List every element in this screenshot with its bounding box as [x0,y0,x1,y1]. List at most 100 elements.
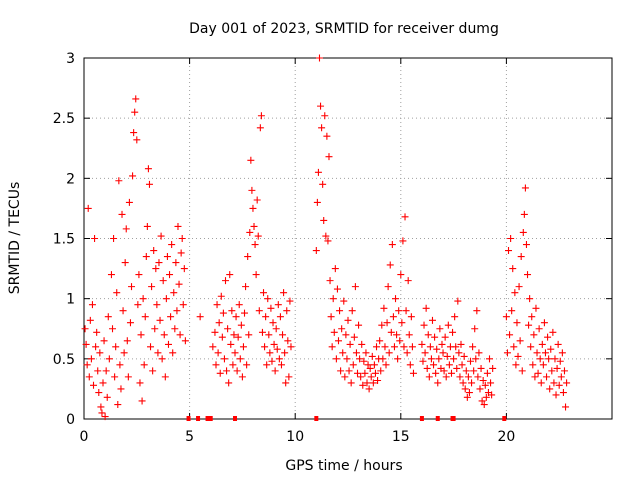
data-point [317,102,325,110]
zero-marker [208,416,213,421]
data-point [389,313,397,321]
data-point [81,325,89,333]
data-point [436,325,444,333]
data-point [156,316,164,324]
data-point [481,381,489,389]
data-point [554,340,562,348]
data-point [377,367,385,375]
data-point [225,379,233,387]
data-point [139,295,147,303]
zero-marker [451,416,456,421]
data-point [218,333,226,341]
data-point [111,373,119,381]
data-point [247,156,255,164]
data-point [196,313,204,321]
data-point [252,271,260,279]
data-point [536,355,544,363]
data-point [138,397,146,405]
data-point [334,337,342,345]
data-point [489,364,497,372]
data-point [263,361,271,369]
data-point [181,337,189,345]
data-point [83,361,91,369]
y-tick-label: 1 [66,292,75,308]
data-point [241,309,249,317]
zero-marker [196,416,201,421]
data-point [158,355,166,363]
data-point [329,295,337,303]
data-point [509,265,517,273]
data-point [337,367,345,375]
data-point [233,367,241,375]
y-tick-label: 2 [66,171,75,187]
y-tick-label: 0.5 [53,352,75,368]
data-point [114,401,122,409]
data-point [402,307,410,315]
data-point [129,172,137,180]
data-point [433,345,441,353]
data-point [350,333,358,341]
data-point [95,389,103,397]
data-point [223,367,231,375]
data-point [179,301,187,309]
data-point [472,355,480,363]
data-point [274,301,282,309]
data-point [552,391,560,399]
data-point [524,271,532,279]
data-point [330,328,338,336]
data-point [260,289,268,297]
y-tick-label: 3 [66,51,75,67]
data-point [514,352,522,360]
x-tick-label: 20 [497,429,515,445]
data-point [544,333,552,341]
data-point [427,355,435,363]
data-point [435,355,443,363]
data-point [230,331,238,339]
data-point [340,297,348,305]
data-point [226,271,234,279]
data-point [100,337,108,345]
data-point [393,331,401,339]
data-point [556,357,564,365]
data-point [266,349,274,357]
data-point [117,385,125,393]
data-point [112,343,120,351]
data-point [331,265,339,273]
data-point [399,237,407,245]
data-point [558,349,566,357]
data-point [430,361,438,369]
data-point [434,379,442,387]
data-point [245,331,253,339]
data-point [177,249,185,257]
data-point [369,379,377,387]
data-point [560,367,568,375]
data-point [176,331,184,339]
data-point [137,331,145,339]
data-point [253,196,261,204]
data-points [81,54,571,421]
data-point [460,352,468,360]
data-point [383,319,391,327]
data-point [121,259,129,267]
data-point [432,369,440,377]
data-point [454,297,462,305]
data-point [87,355,95,363]
data-point [126,319,134,327]
data-point [406,361,414,369]
data-point [548,367,556,375]
data-point [236,355,244,363]
data-point [134,301,142,309]
data-point [549,328,557,336]
x-tick-label: 0 [80,429,89,445]
axis-ticks: 0 0.5 1 1.5 2 2.5 3 0 5 10 15 20 [53,51,612,445]
data-point [518,367,526,375]
data-point [321,112,329,120]
data-point [281,349,289,357]
data-point [140,361,148,369]
data-point [273,345,281,353]
data-point [336,307,344,315]
data-point [349,361,357,369]
data-point [105,355,113,363]
data-point [507,235,515,242]
